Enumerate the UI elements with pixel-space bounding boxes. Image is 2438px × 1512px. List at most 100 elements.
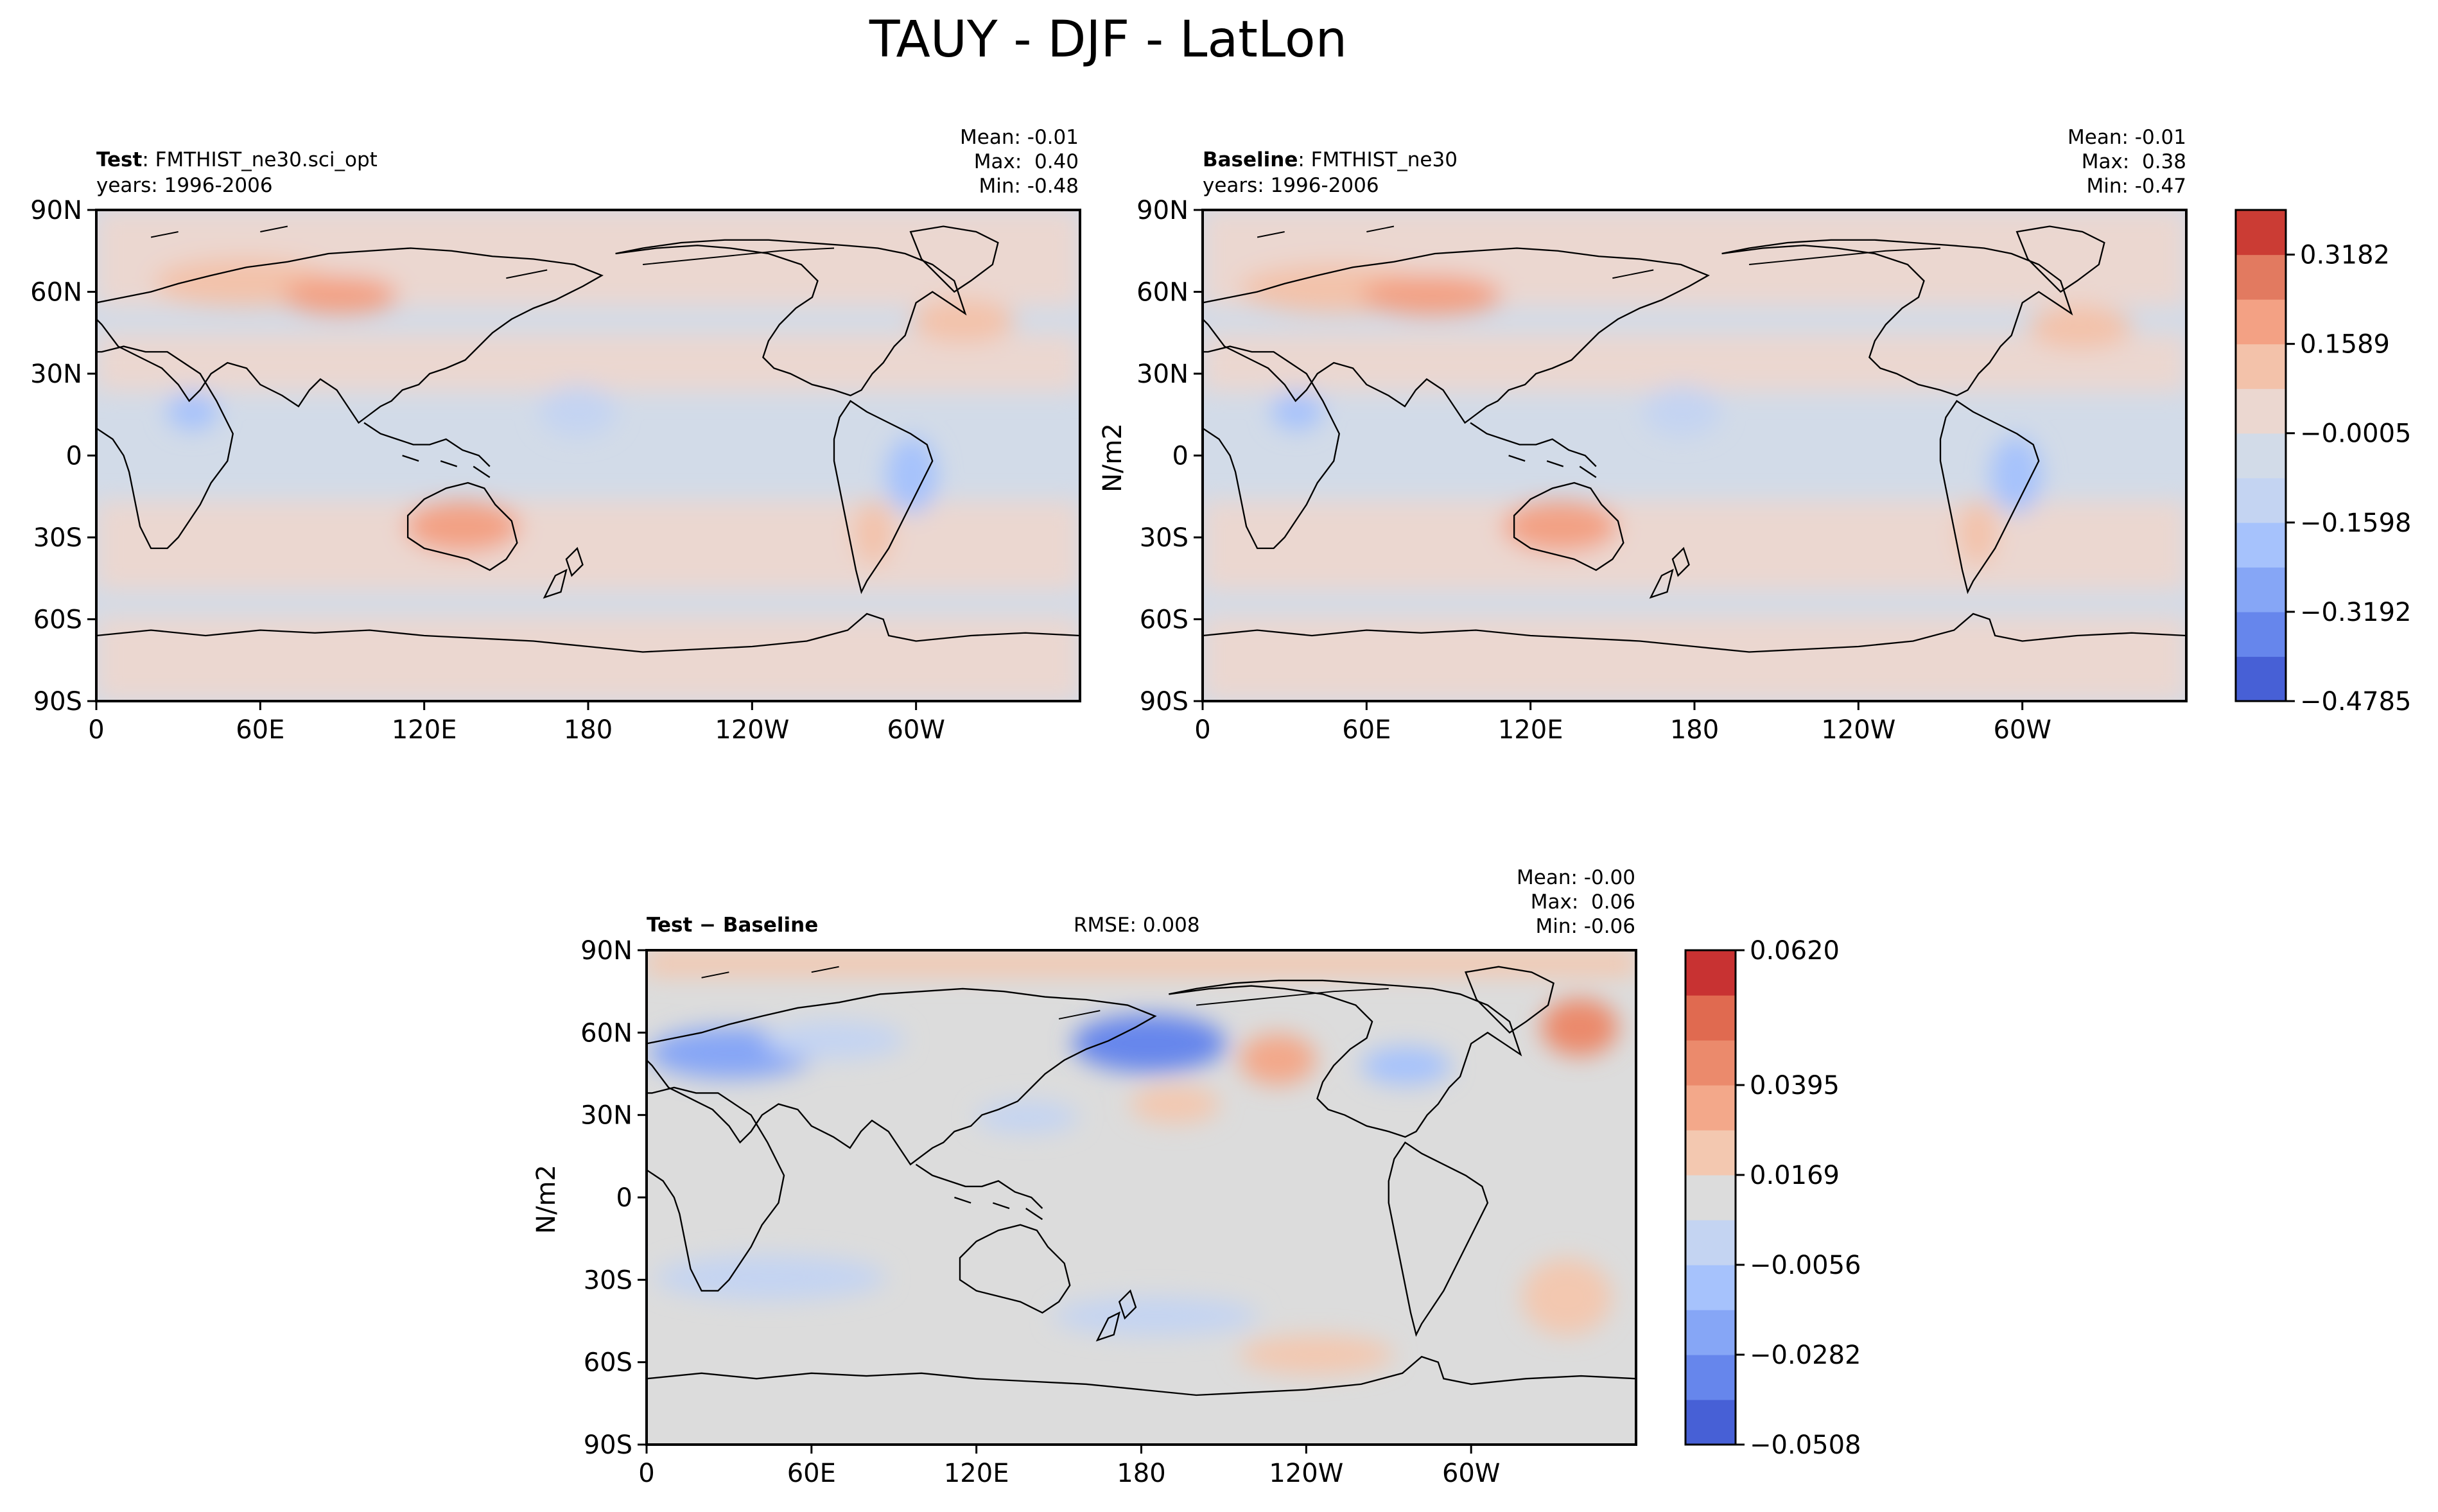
diff-mean: Mean: -0.00 xyxy=(1517,866,1635,889)
baseline-ytick-label: 90S xyxy=(1140,687,1189,717)
test-xtick-label: 60E xyxy=(236,715,284,745)
baseline-mean: Mean: -0.01 xyxy=(2068,126,2186,149)
diff-xtick-label: 60W xyxy=(1442,1459,1500,1488)
baseline-colorbar-label: 0.3182 xyxy=(2300,241,2390,270)
diff-colorbar-level xyxy=(1685,1400,1736,1445)
diff-panel-stats: Mean: -0.00 Max: 0.06 Min: -0.06 xyxy=(1517,865,1635,939)
diff-colorbar-level xyxy=(1685,1085,1736,1131)
baseline-colorbar-level xyxy=(2236,522,2286,568)
baseline-colorbar-level xyxy=(2236,611,2286,657)
diff-rmse: RMSE: 0.008 xyxy=(1074,914,1200,937)
baseline-panel-title: Baseline: FMTHIST_ne30 xyxy=(1203,148,1458,172)
test-map-field xyxy=(96,210,1080,701)
diff-colorbar-label: 0.0620 xyxy=(1750,936,1840,966)
baseline-colorbar-label: −0.3192 xyxy=(2300,598,2411,627)
diff-colorbar-label: −0.0056 xyxy=(1750,1251,1861,1280)
test-ytick-label: 90N xyxy=(30,196,82,225)
diff-colorbar-level xyxy=(1685,1355,1736,1400)
test-xtick-label: 60W xyxy=(887,715,945,745)
baseline-ytick-label: 90N xyxy=(1136,196,1189,225)
test-ytick-label: 30N xyxy=(30,360,82,389)
baseline-colorbar-label: −0.1598 xyxy=(2300,508,2411,538)
diff-xtick-label: 120W xyxy=(1269,1459,1343,1488)
test-ytick-label: 60S xyxy=(33,605,82,635)
diff-colorbar-level xyxy=(1685,1175,1736,1221)
baseline-xtick-label: 180 xyxy=(1670,715,1719,745)
diff-ytick-label: 60S xyxy=(584,1348,632,1378)
baseline-ytick-label: 60S xyxy=(1140,605,1189,635)
test-xtick-label: 120E xyxy=(392,715,457,745)
baseline-colorbar-level xyxy=(2236,210,2286,256)
baseline-colorbar-level xyxy=(2236,567,2286,613)
diff-colorbar-label: 0.0395 xyxy=(1750,1071,1840,1100)
baseline-ytick-label: 60N xyxy=(1136,278,1189,308)
diff-colorbar-level xyxy=(1685,1310,1736,1355)
diff-xtick-label: 180 xyxy=(1117,1459,1165,1488)
baseline-xtick-label: 60E xyxy=(1342,715,1391,745)
baseline-colorbar-level xyxy=(2236,656,2286,702)
baseline-colorbar-label: −0.0005 xyxy=(2300,419,2411,449)
test-ytick-label: 30S xyxy=(33,523,82,553)
diff-min: Min: -0.06 xyxy=(1535,915,1635,938)
figure-title: TAUY - DJF - LatLon xyxy=(869,11,1348,69)
baseline-colorbar-level xyxy=(2236,254,2286,300)
test-xtick-label: 0 xyxy=(88,715,104,745)
diff-map-field xyxy=(647,950,1636,1445)
baseline-map-field xyxy=(1203,210,2186,701)
baseline-ytick-label: 0 xyxy=(1172,442,1189,471)
diff-colorbar-level xyxy=(1685,950,1736,996)
test-ytick-label: 90S xyxy=(33,687,82,717)
diff-ytick-label: 90S xyxy=(584,1430,632,1460)
baseline-title-bold: Baseline xyxy=(1203,148,1298,171)
diff-colorbar: 0.0620 0.0395 0.0169 −0.0056 −0.0282 −0.0508 xyxy=(1684,936,1861,1460)
baseline-xtick-label: 0 xyxy=(1194,715,1210,745)
diff-ytick-label: 30N xyxy=(580,1101,632,1131)
test-max: Max: 0.40 xyxy=(973,150,1079,173)
diff-colorbar-frame xyxy=(1684,949,1737,1446)
baseline-colorbar-level xyxy=(2236,343,2286,389)
baseline-min: Min: -0.47 xyxy=(2086,175,2186,198)
baseline-colorbar-frame xyxy=(2234,209,2287,702)
baseline-colorbar-level xyxy=(2236,299,2286,345)
diff-ytick-label: 60N xyxy=(580,1018,632,1048)
baseline-colorbar-level xyxy=(2236,478,2286,523)
test-panel-title: Test: FMTHIST_ne30.sci_opt xyxy=(96,148,378,172)
baseline-title-rest: : FMTHIST_ne30 xyxy=(1298,148,1458,171)
test-mean: Mean: -0.01 xyxy=(960,126,1079,149)
baseline-panel-stats: Mean: -0.01 Max: 0.38 Min: -0.47 xyxy=(2068,125,2186,198)
diff-colorbar-label: −0.0282 xyxy=(1750,1341,1861,1370)
test-panel-years: years: 1996-2006 xyxy=(96,174,273,197)
test-xtick-label: 180 xyxy=(564,715,613,745)
diff-colorbar-label: −0.0508 xyxy=(1750,1430,1861,1460)
diff-colorbar-level xyxy=(1685,995,1736,1041)
baseline-xtick-label: 60W xyxy=(1993,715,2051,745)
baseline-colorbar-label: −0.4785 xyxy=(2300,687,2411,717)
test-panel-stats: Mean: -0.01 Max: 0.40 Min: -0.48 xyxy=(960,125,1079,198)
baseline-xtick-label: 120W xyxy=(1821,715,1895,745)
baseline-colorbar-level xyxy=(2236,388,2286,434)
diff-colorbar-level xyxy=(1685,1265,1736,1310)
test-xtick-label: 120W xyxy=(715,715,789,745)
baseline-colorbar-level xyxy=(2236,433,2286,478)
diff-colorbar-label: 0.0169 xyxy=(1750,1161,1840,1190)
baseline-ytick-label: 30S xyxy=(1140,523,1189,553)
test-title-rest: : FMTHIST_ne30.sci_opt xyxy=(142,148,378,171)
diff-colorbar-level xyxy=(1685,1040,1736,1086)
diff-panel-title: Test − Baseline xyxy=(647,914,819,937)
diff-xtick-label: 0 xyxy=(638,1459,654,1488)
diff-xtick-label: 120E xyxy=(944,1459,1009,1488)
baseline-xtick-label: 120E xyxy=(1498,715,1563,745)
baseline-panel-years: years: 1996-2006 xyxy=(1203,174,1379,197)
diff-max: Max: 0.06 xyxy=(1530,891,1635,914)
baseline-colorbar-label: 0.1589 xyxy=(2300,330,2390,360)
test-ytick-label: 60N xyxy=(30,278,82,308)
diff-colorbar-level xyxy=(1685,1130,1736,1176)
diff-ytick-label: 30S xyxy=(584,1265,632,1295)
test-min: Min: -0.48 xyxy=(979,175,1079,198)
diff-ytick-label: 0 xyxy=(616,1183,632,1213)
test-title-bold: Test xyxy=(96,148,143,171)
diff-ytick-label: 90N xyxy=(580,936,632,966)
baseline-ytick-label: 30N xyxy=(1136,360,1189,389)
diff-xtick-label: 60E xyxy=(787,1459,836,1488)
